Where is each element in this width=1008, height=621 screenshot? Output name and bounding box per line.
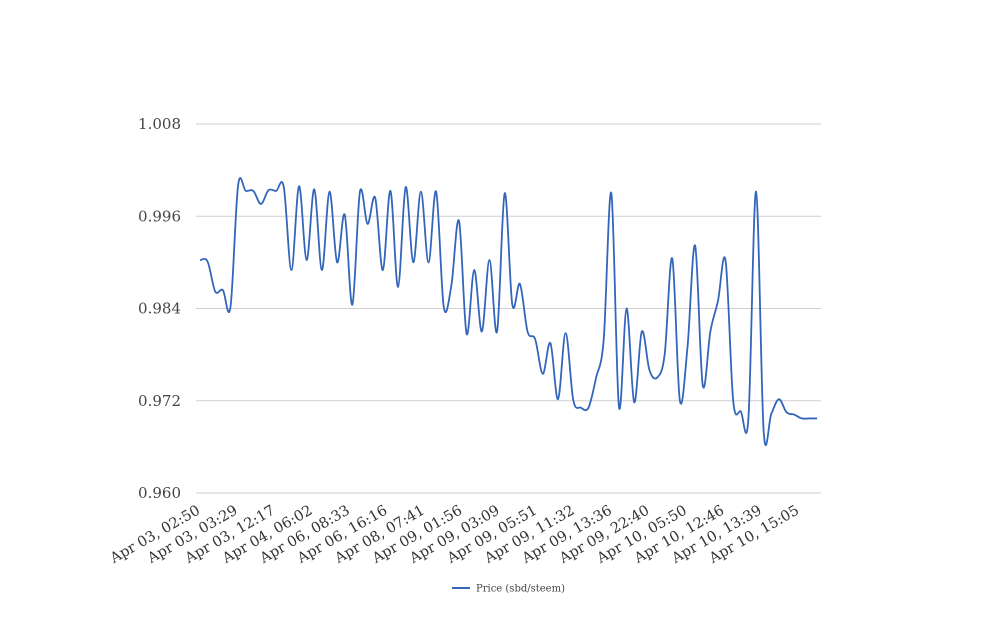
y-tick-label: 0.996: [138, 207, 181, 225]
y-tick-label: 0.984: [138, 300, 181, 318]
legend-label: Price (sbd/steem): [476, 584, 565, 595]
y-tick-label: 0.972: [138, 392, 181, 410]
y-tick-label: 0.960: [138, 484, 181, 502]
series-line-price: [199, 177, 817, 446]
y-tick-label: 1.008: [138, 115, 181, 133]
gridlines: [196, 123, 821, 494]
y-axis-ticks: 1.008 0.996 0.984 0.972 0.960: [138, 115, 181, 502]
series-layer: [199, 177, 817, 446]
legend: Price (sbd/steem): [452, 584, 565, 595]
